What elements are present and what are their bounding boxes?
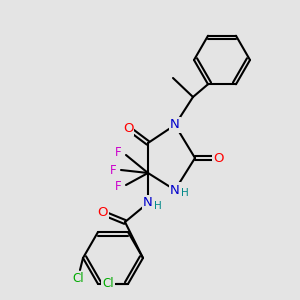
Text: F: F bbox=[110, 164, 116, 176]
Text: O: O bbox=[123, 122, 133, 134]
Text: Cl: Cl bbox=[102, 278, 114, 290]
Text: Cl: Cl bbox=[72, 272, 84, 284]
Text: O: O bbox=[98, 206, 108, 220]
Text: N: N bbox=[170, 184, 180, 196]
Text: F: F bbox=[115, 181, 121, 194]
Text: N: N bbox=[143, 196, 153, 209]
Text: O: O bbox=[213, 152, 223, 164]
Text: N: N bbox=[170, 118, 180, 131]
Text: H: H bbox=[181, 188, 189, 198]
Text: H: H bbox=[154, 201, 162, 211]
Text: F: F bbox=[115, 146, 121, 160]
